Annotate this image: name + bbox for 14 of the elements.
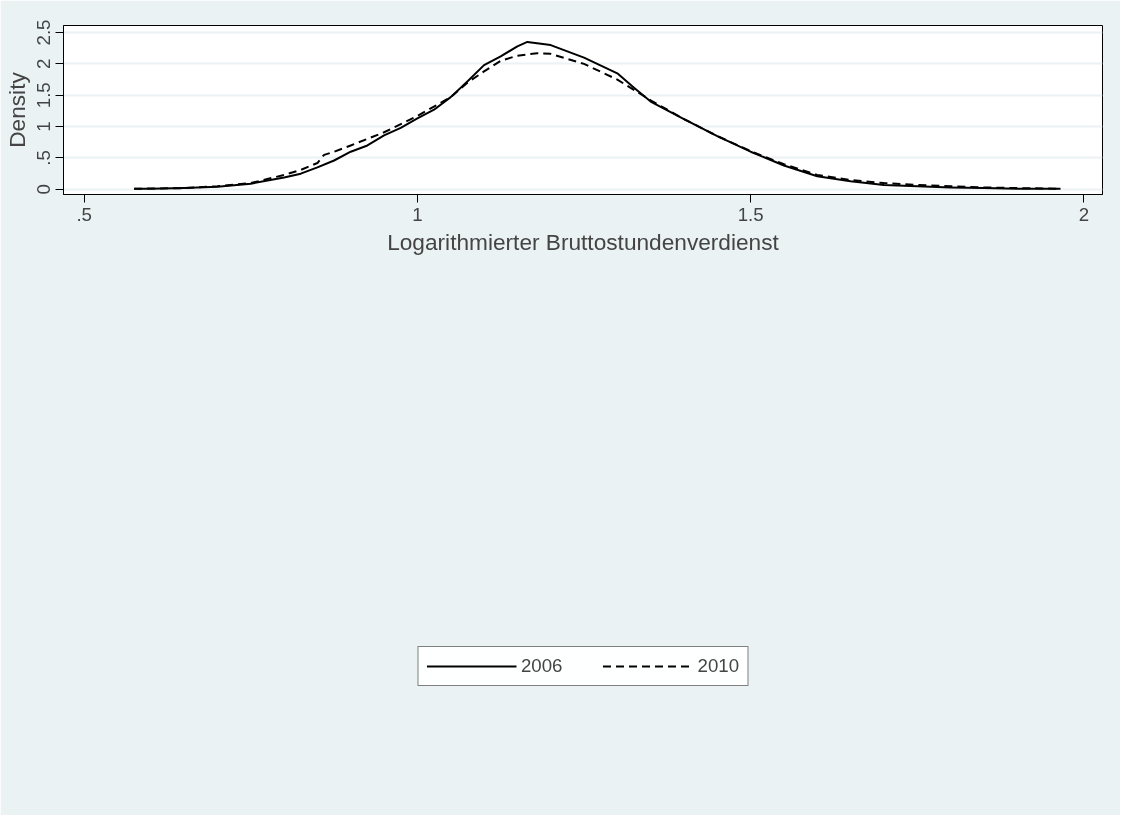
x-tick-label: .5 [76, 203, 92, 225]
y-tick-label: 2 [33, 58, 55, 70]
y-tick-label: 1 [33, 121, 55, 132]
y-tick-label: 2.5 [33, 19, 55, 46]
x-tick-label: 1 [412, 203, 423, 225]
x-tick-label: 2 [1078, 203, 1090, 225]
x-tick-label: 1.5 [737, 203, 764, 225]
y-tick-label: 1.5 [33, 82, 55, 109]
x-axis-title: Logarithmierter Bruttostundenverdienst [387, 228, 780, 255]
y-tick-label: .5 [33, 150, 55, 166]
legend-label: 2010 [697, 654, 740, 677]
legend-label: 2006 [520, 654, 563, 677]
y-axis-title: Density [3, 71, 30, 148]
y-tick-label: 0 [33, 184, 55, 195]
